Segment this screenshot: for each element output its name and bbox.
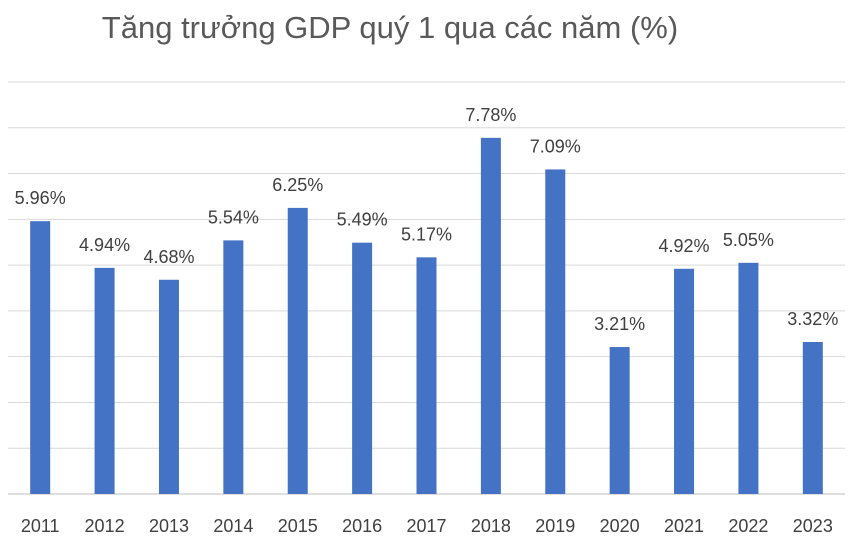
bar-2018 (480, 137, 501, 495)
bar-2013 (158, 279, 179, 494)
x-tick-label: 2023 (793, 516, 833, 536)
data-label: 6.25% (272, 175, 323, 195)
bar-2016 (352, 242, 373, 494)
bar-2022 (738, 262, 759, 494)
data-label: 7.78% (465, 105, 516, 125)
data-label: 5.05% (723, 230, 774, 250)
x-tick-label: 2017 (406, 516, 446, 536)
bar-2014 (223, 240, 244, 494)
data-label: 5.96% (15, 188, 66, 208)
data-label: 4.92% (659, 236, 710, 256)
x-tick-label: 2022 (728, 516, 768, 536)
x-tick-label: 2021 (664, 516, 704, 536)
x-tick-label: 2014 (213, 516, 253, 536)
x-tick-label: 2015 (278, 516, 318, 536)
data-label: 4.94% (79, 235, 130, 255)
data-label: 7.09% (530, 136, 581, 156)
x-tick-label: 2012 (85, 516, 125, 536)
bar-2019 (545, 169, 566, 495)
x-tick-label: 2013 (149, 516, 189, 536)
bar-2012 (94, 267, 115, 494)
data-label: 3.21% (594, 314, 645, 334)
chart-title: Tăng trưởng GDP quý 1 qua các năm (%) (101, 10, 679, 45)
x-tick-label: 2019 (535, 516, 575, 536)
bar-2015 (287, 207, 308, 494)
data-label: 5.49% (337, 210, 388, 230)
data-label: 4.68% (143, 247, 194, 267)
data-label: 5.17% (401, 224, 452, 244)
data-label: 5.54% (208, 207, 259, 227)
bar-2017 (416, 257, 437, 494)
bar-2021 (674, 268, 695, 494)
x-tick-label: 2016 (342, 516, 382, 536)
bar-2011 (30, 221, 51, 495)
bar-2020 (609, 347, 630, 494)
data-label: 3.32% (787, 309, 838, 329)
x-tick-label: 2011 (21, 516, 60, 536)
x-tick-label: 2018 (471, 516, 511, 536)
bar-2023 (802, 342, 823, 494)
x-tick-label: 2020 (600, 516, 640, 536)
